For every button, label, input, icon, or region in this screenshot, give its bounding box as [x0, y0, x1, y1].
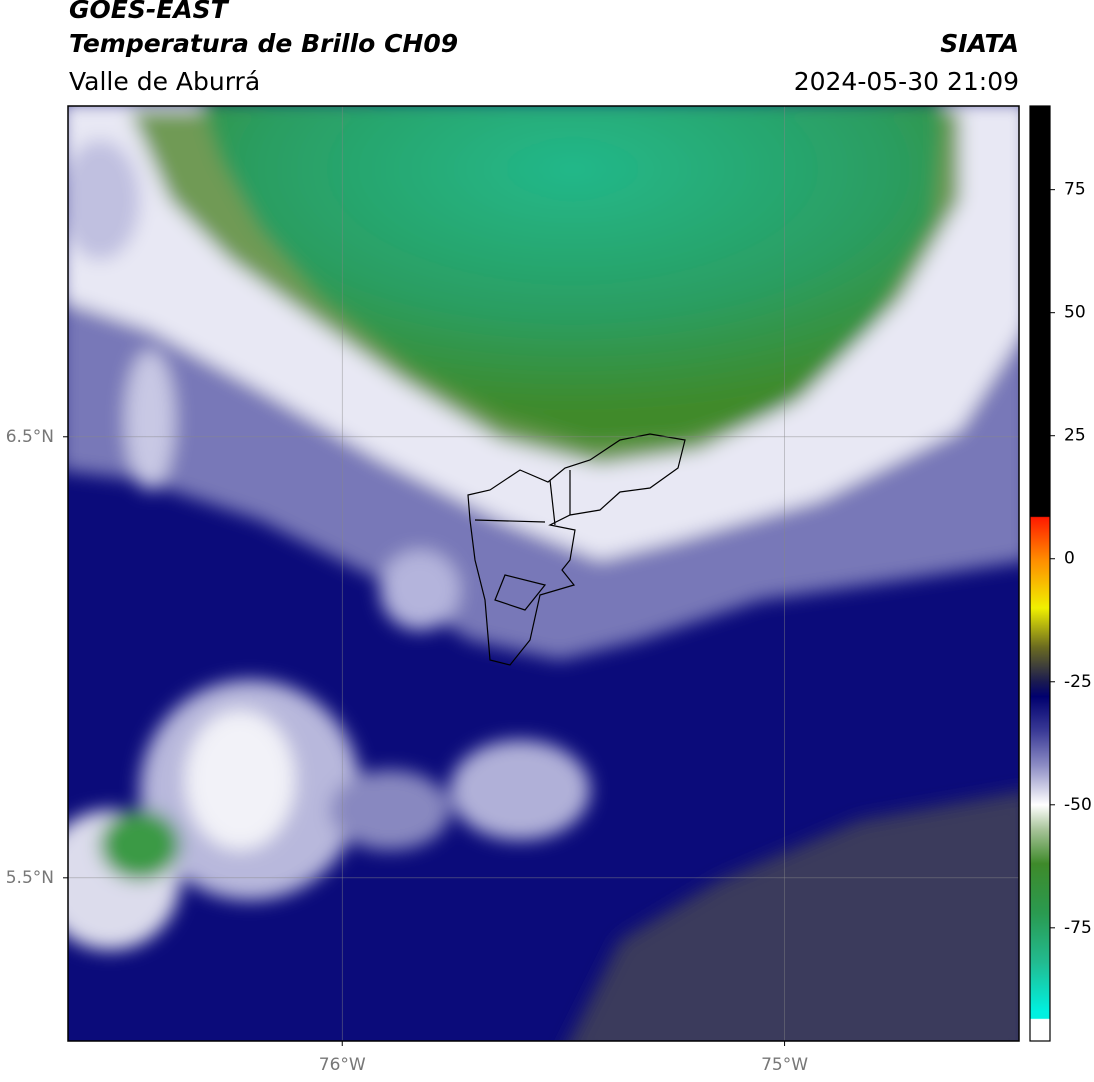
map-frame [67, 105, 1020, 1042]
colorbar [1029, 105, 1051, 1042]
colorbar-tick-label: 75 [1064, 180, 1086, 200]
colorbar-tick-label: -25 [1064, 672, 1092, 692]
subtitle: Temperatura de Brillo CH09 [69, 29, 458, 58]
x-tick-label: 75°W [761, 1055, 808, 1075]
colorbar-tick-label: 50 [1064, 303, 1086, 323]
datetime: 2024-05-30 21:09 [794, 67, 1019, 96]
colorbar-tick-label: -75 [1064, 918, 1092, 938]
colorbar-tick-label: -50 [1064, 795, 1092, 815]
x-tick-label: 76°W [319, 1055, 366, 1075]
colorbar-tick-label: 25 [1064, 426, 1086, 446]
aburra-outline [467, 433, 686, 666]
region: Valle de Aburrá [69, 67, 260, 96]
y-tick-label: 6.5°N [6, 427, 54, 447]
y-tick-label: 5.5°N [6, 868, 54, 888]
satellite-image [68, 106, 1019, 1041]
colorbar-tick-label: 0 [1064, 549, 1075, 569]
source: SIATA [940, 29, 1019, 58]
title: GOES-EAST [69, 0, 230, 24]
